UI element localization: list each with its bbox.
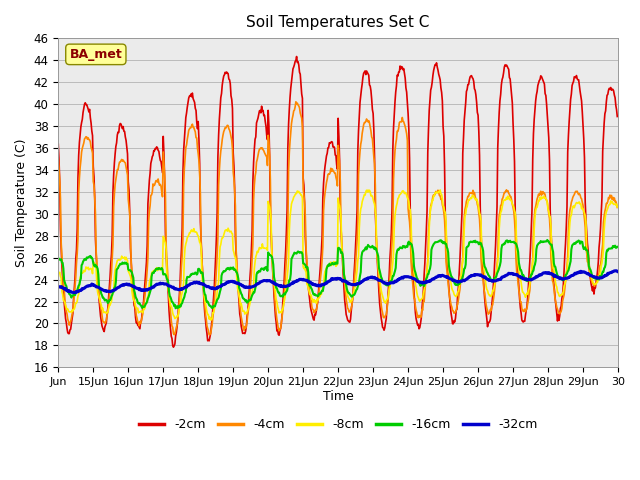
X-axis label: Time: Time — [323, 390, 353, 403]
Text: BA_met: BA_met — [70, 48, 122, 61]
Title: Soil Temperatures Set C: Soil Temperatures Set C — [246, 15, 430, 30]
Legend: -2cm, -4cm, -8cm, -16cm, -32cm: -2cm, -4cm, -8cm, -16cm, -32cm — [134, 413, 542, 436]
Y-axis label: Soil Temperature (C): Soil Temperature (C) — [15, 139, 28, 267]
